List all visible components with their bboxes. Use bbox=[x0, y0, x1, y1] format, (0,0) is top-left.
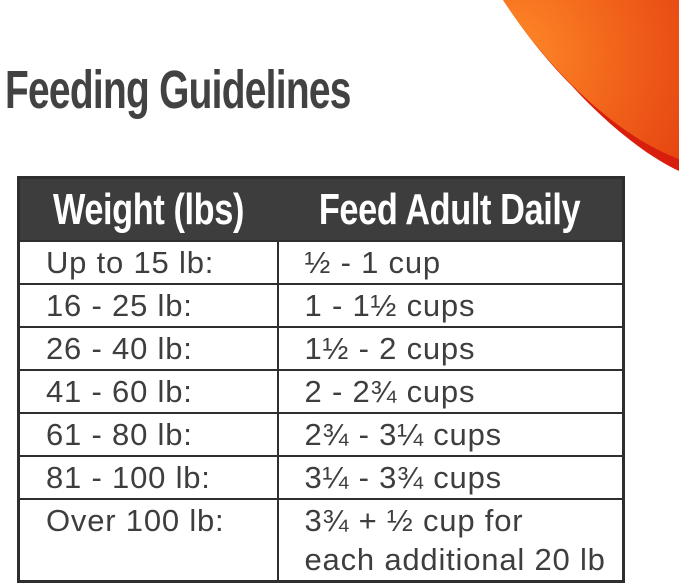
table-row: Over 100 lb: 3¾ + ½ cup for each addition… bbox=[17, 498, 625, 583]
feed-cell: 2 - 2¾ cups bbox=[276, 369, 625, 414]
feed-cell: 3¼ - 3¾ cups bbox=[276, 455, 625, 500]
feeding-guidelines-page: { "page": { "title": "Feeding Guidelines… bbox=[5, 0, 679, 583]
weight-cell: Over 100 lb: bbox=[17, 498, 279, 583]
weight-cell: 61 - 80 lb: bbox=[17, 412, 279, 457]
feed-column-header: Feed Adult Daily bbox=[277, 177, 624, 241]
table-row: 26 - 40 lb: 1½ - 2 cups bbox=[17, 326, 625, 371]
weight-cell: 81 - 100 lb: bbox=[17, 455, 279, 500]
feed-cell: ½ - 1 cup bbox=[276, 240, 625, 285]
feed-cell: 2¾ - 3¼ cups bbox=[276, 412, 625, 457]
table-row: 41 - 60 lb: 2 - 2¾ cups bbox=[17, 369, 625, 414]
table-row: 81 - 100 lb: 3¼ - 3¾ cups bbox=[17, 455, 625, 500]
table-row: 61 - 80 lb: 2¾ - 3¼ cups bbox=[17, 412, 625, 457]
feeding-guidelines-table: Weight (lbs) Feed Adult Daily Up to 15 l… bbox=[17, 176, 625, 583]
feeding-table-body: Up to 15 lb: ½ - 1 cup 16 - 25 lb: 1 - 1½ c… bbox=[17, 240, 625, 583]
weight-cell: 41 - 60 lb: bbox=[17, 369, 279, 414]
swoosh-orange-body bbox=[503, 0, 679, 159]
weight-column-header: Weight (lbs) bbox=[18, 177, 278, 241]
table-row: Up to 15 lb: ½ - 1 cup bbox=[17, 240, 625, 285]
feed-cell: 1 - 1½ cups bbox=[276, 283, 625, 328]
feed-cell: 3¾ + ½ cup for each additional 20 lb bbox=[276, 498, 625, 583]
weight-cell: 26 - 40 lb: bbox=[17, 326, 279, 371]
weight-column-header-label: Weight (lbs) bbox=[53, 184, 245, 234]
feed-cell: 1½ - 2 cups bbox=[276, 326, 625, 371]
weight-cell: Up to 15 lb: bbox=[17, 240, 279, 285]
table-header-row: Weight (lbs) Feed Adult Daily bbox=[18, 177, 624, 241]
swoosh-red-rim bbox=[503, 0, 679, 171]
weight-cell: 16 - 25 lb: bbox=[17, 283, 279, 328]
feed-column-header-label: Feed Adult Daily bbox=[319, 184, 581, 234]
table-row: 16 - 25 lb: 1 - 1½ cups bbox=[17, 283, 625, 328]
page-title: Feeding Guidelines bbox=[5, 60, 351, 120]
